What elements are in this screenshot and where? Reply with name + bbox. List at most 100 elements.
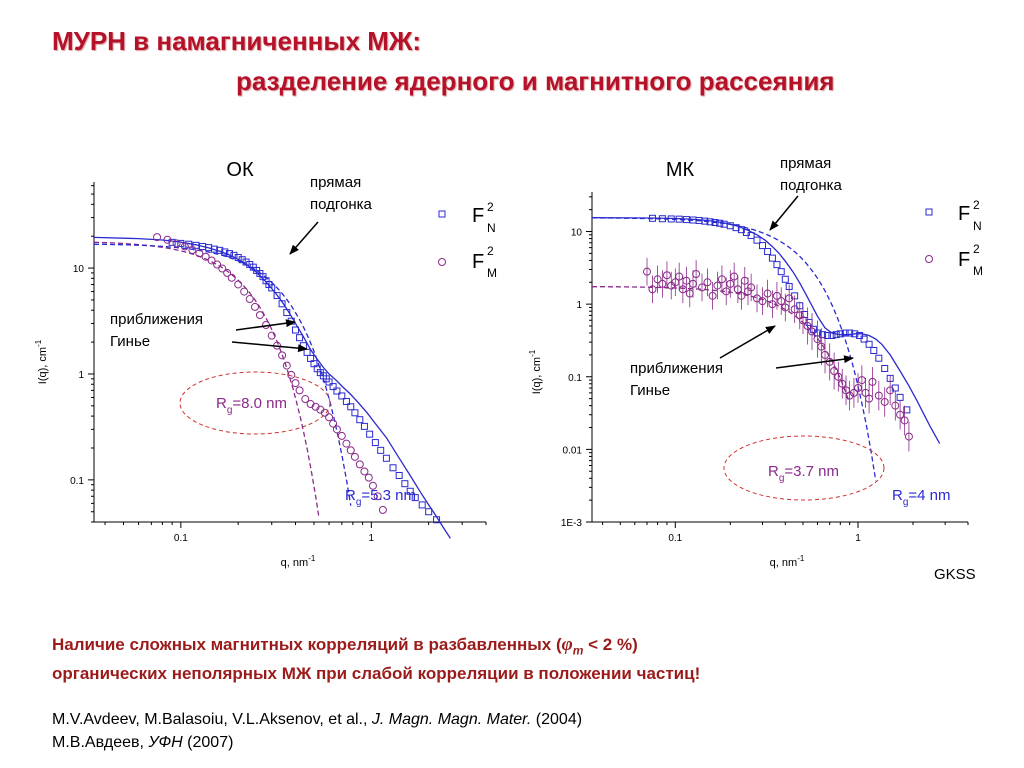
data-point-fn — [329, 383, 337, 391]
data-point-fm — [301, 395, 310, 404]
data-point-fn — [433, 516, 441, 524]
data-point-fn — [401, 480, 409, 488]
data-point-fn — [701, 217, 709, 225]
source-label-gkss: GKSS — [934, 566, 976, 583]
data-point-fn — [777, 268, 785, 276]
y-tick-label: 10 — [73, 264, 85, 275]
data-point-fn — [648, 214, 656, 222]
data-point-fn — [296, 334, 304, 342]
data-point-fn — [356, 416, 364, 424]
data-point-fn — [325, 378, 333, 386]
data-point-fn — [836, 330, 844, 338]
data-point-fm — [874, 391, 883, 400]
rg-ellipse-left — [179, 371, 331, 435]
data-point-fm — [213, 260, 222, 269]
data-point-fm — [227, 273, 236, 282]
data-point-fm — [218, 264, 227, 273]
data-point-fm — [722, 287, 731, 296]
data-point-fm — [737, 291, 746, 300]
data-point-fm — [201, 252, 210, 261]
data-point-fm — [332, 425, 341, 434]
data-point-fm — [886, 386, 895, 395]
data-point-fm — [777, 297, 786, 306]
data-point-fn — [809, 325, 817, 333]
data-point-fm — [717, 275, 726, 284]
data-point-fm — [900, 416, 909, 425]
data-point-fn — [283, 309, 291, 317]
annotation-direct-fit-left: прямая подгонка — [310, 174, 373, 213]
legend-fm-marker-left — [438, 258, 446, 266]
data-point-fm — [325, 413, 334, 422]
data-point-fn — [210, 245, 218, 253]
chart-right: МК 0.1 1 1E-3 0.01 0.1 1 10 q, nm-1 I(q), cm-1… — [528, 155, 983, 583]
data-point-fn — [425, 508, 433, 516]
data-point-fn — [230, 251, 238, 259]
data-point-fm — [295, 386, 304, 395]
data-point-fn — [360, 422, 368, 430]
data-point-fm — [234, 280, 243, 289]
data-point-fm — [703, 278, 712, 287]
data-point-fn — [278, 300, 286, 308]
data-point-fn — [338, 392, 346, 400]
data-point-fn — [781, 275, 789, 283]
data-point-fn — [168, 238, 176, 246]
y-tick-label: 1 — [78, 370, 84, 381]
data-point-fm — [692, 269, 701, 278]
data-point-fn — [865, 340, 873, 348]
data-point-fm — [880, 397, 889, 406]
y-axis-label-right: I(q), cm-1 — [528, 349, 543, 394]
data-point-fn — [841, 329, 849, 337]
data-point-fm — [803, 321, 812, 330]
data-point-fn — [896, 393, 904, 401]
rg-ellipse-right — [723, 435, 885, 501]
data-point-fm — [697, 283, 706, 292]
y-tick-label: 10 — [571, 228, 583, 239]
phi-symbol: φ — [561, 634, 573, 655]
guinier-fit-curve — [93, 241, 320, 517]
data-point-fm — [240, 287, 249, 296]
reference-1: M.V.Avdeev, M.Balasoiu, V.L.Aksenov, et … — [52, 711, 583, 728]
y-tick-label: 0.01 — [563, 445, 583, 456]
data-point-fn — [406, 487, 414, 495]
y-tick-label: 1 — [576, 300, 582, 311]
data-point-fm — [163, 235, 172, 244]
data-point-fm — [250, 302, 259, 311]
data-point-fn — [732, 224, 740, 232]
data-point-fn — [658, 215, 666, 223]
data-point-fn — [875, 354, 883, 362]
direct-fit-curve — [93, 236, 451, 539]
x-tick-label: 1 — [855, 533, 861, 544]
rg-nuclear-label-right: Rg=4 nm — [892, 487, 951, 508]
data-point-fn — [333, 387, 341, 395]
data-point-fm — [329, 419, 338, 428]
data-point-fn — [242, 258, 250, 266]
y-tick-label: 0.1 — [568, 373, 582, 384]
data-point-fn — [819, 331, 827, 339]
data-point-fn — [371, 439, 379, 447]
data-point-fn — [747, 232, 755, 240]
x-tick-label: 0.1 — [668, 533, 682, 544]
data-point-fm — [713, 281, 722, 290]
panel-label-left: ОК — [226, 159, 254, 181]
data-point-fn — [667, 215, 675, 223]
annotation-direct-fit-right: прямая подгонка — [780, 155, 843, 194]
data-point-fm — [355, 460, 364, 469]
data-point-fm — [868, 377, 877, 386]
data-point-fm — [287, 370, 296, 379]
data-point-fm — [223, 268, 232, 277]
y-tick-label: 1E-3 — [561, 518, 583, 529]
data-point-fn — [856, 331, 864, 339]
slide-title-line2: разделение ядерного и магнитного рассеян… — [236, 66, 835, 96]
data-point-fm — [772, 291, 781, 300]
data-point-fm — [763, 289, 772, 298]
data-point-fn — [351, 409, 359, 417]
rg-magnetic-label-right: Rg=3.7 nm — [768, 463, 839, 484]
data-point-fm — [172, 239, 181, 248]
y-axis-label-left: I(q), cm-1 — [34, 339, 49, 384]
data-point-fm — [153, 233, 162, 242]
data-point-fm — [896, 410, 905, 419]
data-point-fn — [675, 215, 683, 223]
data-point-fn — [768, 254, 776, 262]
